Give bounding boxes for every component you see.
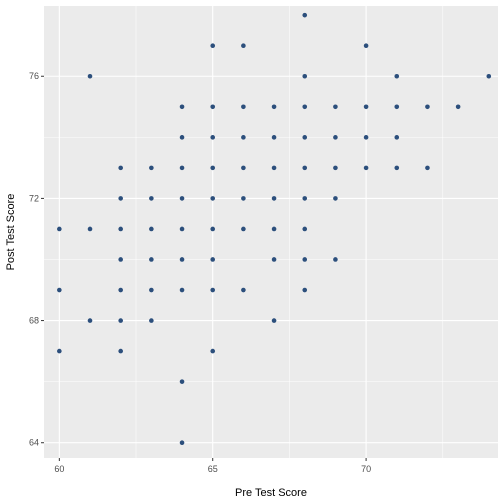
data-point	[241, 287, 246, 293]
data-point	[241, 104, 246, 110]
axis-ticks	[41, 75, 367, 461]
data-point	[455, 104, 461, 110]
data-point	[210, 43, 216, 49]
data-point	[486, 73, 492, 79]
data-point	[118, 348, 123, 354]
data-point	[425, 165, 430, 171]
data-point	[302, 12, 308, 18]
data-point	[333, 135, 338, 140]
data-point	[363, 135, 369, 140]
data-point	[118, 318, 123, 323]
data-point	[271, 318, 277, 323]
data-point	[333, 257, 338, 262]
data-point	[210, 104, 216, 110]
data-point	[179, 257, 185, 262]
data-point	[87, 318, 93, 323]
data-point	[241, 165, 246, 171]
data-point	[271, 135, 277, 140]
data-point	[363, 165, 369, 171]
data-point	[210, 257, 216, 262]
data-point	[241, 135, 246, 140]
data-point	[394, 165, 400, 171]
data-point	[210, 196, 216, 201]
data-point	[149, 196, 154, 201]
data-point	[302, 135, 308, 140]
y-tick-label: 72	[29, 193, 39, 203]
data-points	[57, 12, 492, 446]
data-point	[179, 226, 185, 232]
y-tick-labels: 64 68 72 76	[29, 71, 39, 447]
data-point	[57, 226, 62, 232]
y-tick-label: 76	[29, 71, 39, 81]
x-tick-label: 65	[208, 464, 218, 474]
y-tick-label: 64	[29, 438, 39, 448]
data-point	[149, 257, 154, 262]
data-point	[210, 165, 216, 171]
data-point	[302, 257, 308, 262]
x-tick-label: 70	[361, 464, 371, 474]
data-point	[363, 104, 369, 110]
plot-panel	[44, 6, 498, 458]
data-point	[394, 135, 400, 140]
y-axis-title: Post Test Score	[5, 194, 17, 271]
y-tick-label: 68	[29, 316, 39, 326]
data-point	[363, 43, 369, 49]
data-point	[210, 348, 216, 354]
data-point	[271, 196, 277, 201]
data-point	[302, 165, 308, 171]
x-tick-label: 60	[54, 464, 64, 474]
data-point	[333, 196, 338, 201]
data-point	[241, 43, 246, 49]
data-point	[394, 73, 400, 79]
data-point	[271, 165, 277, 171]
data-point	[302, 287, 308, 293]
data-point	[118, 165, 123, 171]
data-point	[271, 226, 277, 232]
data-point	[57, 348, 62, 354]
data-point	[271, 257, 277, 262]
data-point	[302, 196, 308, 201]
data-point	[179, 196, 185, 201]
data-point	[179, 287, 185, 293]
data-point	[149, 165, 154, 171]
data-point	[179, 165, 185, 171]
data-point	[149, 318, 154, 323]
data-point	[425, 104, 430, 110]
data-point	[333, 165, 338, 171]
minor-gridlines	[44, 6, 498, 458]
data-point	[57, 287, 62, 293]
data-point	[271, 104, 277, 110]
data-point	[302, 226, 308, 232]
data-point	[394, 104, 400, 110]
data-point	[118, 257, 123, 262]
data-point	[87, 226, 93, 232]
data-point	[179, 440, 185, 446]
data-point	[210, 287, 216, 293]
data-point	[241, 196, 246, 201]
data-point	[241, 226, 246, 232]
data-point	[149, 287, 154, 293]
data-point	[333, 104, 338, 110]
data-point	[302, 73, 308, 79]
data-point	[210, 135, 216, 140]
data-point	[118, 196, 123, 201]
data-point	[179, 135, 185, 140]
data-point	[118, 226, 123, 232]
data-point	[149, 226, 154, 232]
data-point	[179, 379, 185, 384]
data-point	[210, 226, 216, 232]
x-axis-title: Pre Test Score	[235, 487, 307, 499]
x-tick-labels: 60 65 70	[54, 464, 371, 474]
data-point	[302, 104, 308, 110]
data-point	[87, 73, 93, 79]
data-point	[179, 104, 185, 110]
data-point	[118, 287, 123, 293]
